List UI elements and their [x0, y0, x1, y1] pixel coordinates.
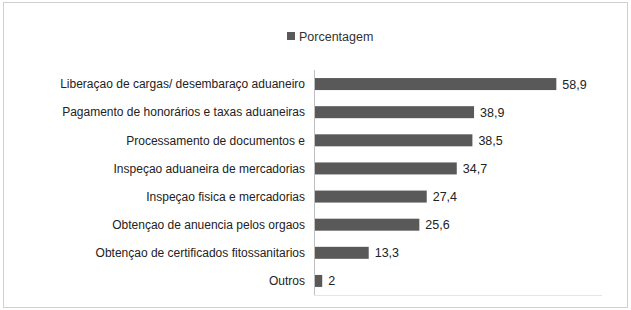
data-label: 38,9 — [480, 106, 504, 120]
legend-label: Porcentagem — [299, 30, 373, 44]
bar — [314, 219, 419, 231]
frame — [4, 3, 628, 308]
bars — [314, 78, 556, 287]
data-label: 58,9 — [562, 78, 586, 92]
legend: Porcentagem — [287, 30, 373, 44]
bar — [314, 162, 457, 174]
category-label: Liberaçao de cargas/ desembaraço aduanei… — [60, 77, 305, 91]
chart-svg: Porcentagem Liberaçao de cargas/ desembar… — [0, 0, 631, 310]
bar — [314, 106, 474, 118]
data-label: 13,3 — [375, 246, 399, 260]
data-label: 2 — [328, 274, 335, 288]
category-axis-line — [314, 70, 315, 295]
category-label: Obtençao de certificados fitossanitarios — [96, 246, 305, 260]
data-label: 25,6 — [425, 218, 449, 232]
legend-swatch — [287, 32, 295, 40]
category-label: Obtençao de anuencia pelos orgaos — [112, 218, 305, 232]
bar — [314, 275, 322, 287]
chart-root: Porcentagem Liberaçao de cargas/ desembar… — [0, 0, 631, 310]
category-label: Inspeçao aduaneira de mercadorias — [114, 162, 305, 176]
bar — [314, 78, 556, 90]
data-label: 38,5 — [478, 134, 502, 148]
data-label: 27,4 — [433, 190, 457, 204]
bar — [314, 247, 369, 259]
bar — [314, 191, 427, 203]
category-label: Pagamento de honorários e taxas aduaneir… — [62, 105, 305, 119]
data-label: 34,7 — [463, 162, 487, 176]
category-label: Outros — [269, 274, 305, 288]
category-label: Inspeçao fisica e mercadorias — [146, 190, 305, 204]
category-label: Processamento de documentos e — [126, 134, 305, 148]
value-axis-line — [314, 295, 602, 296]
bar — [314, 134, 472, 146]
